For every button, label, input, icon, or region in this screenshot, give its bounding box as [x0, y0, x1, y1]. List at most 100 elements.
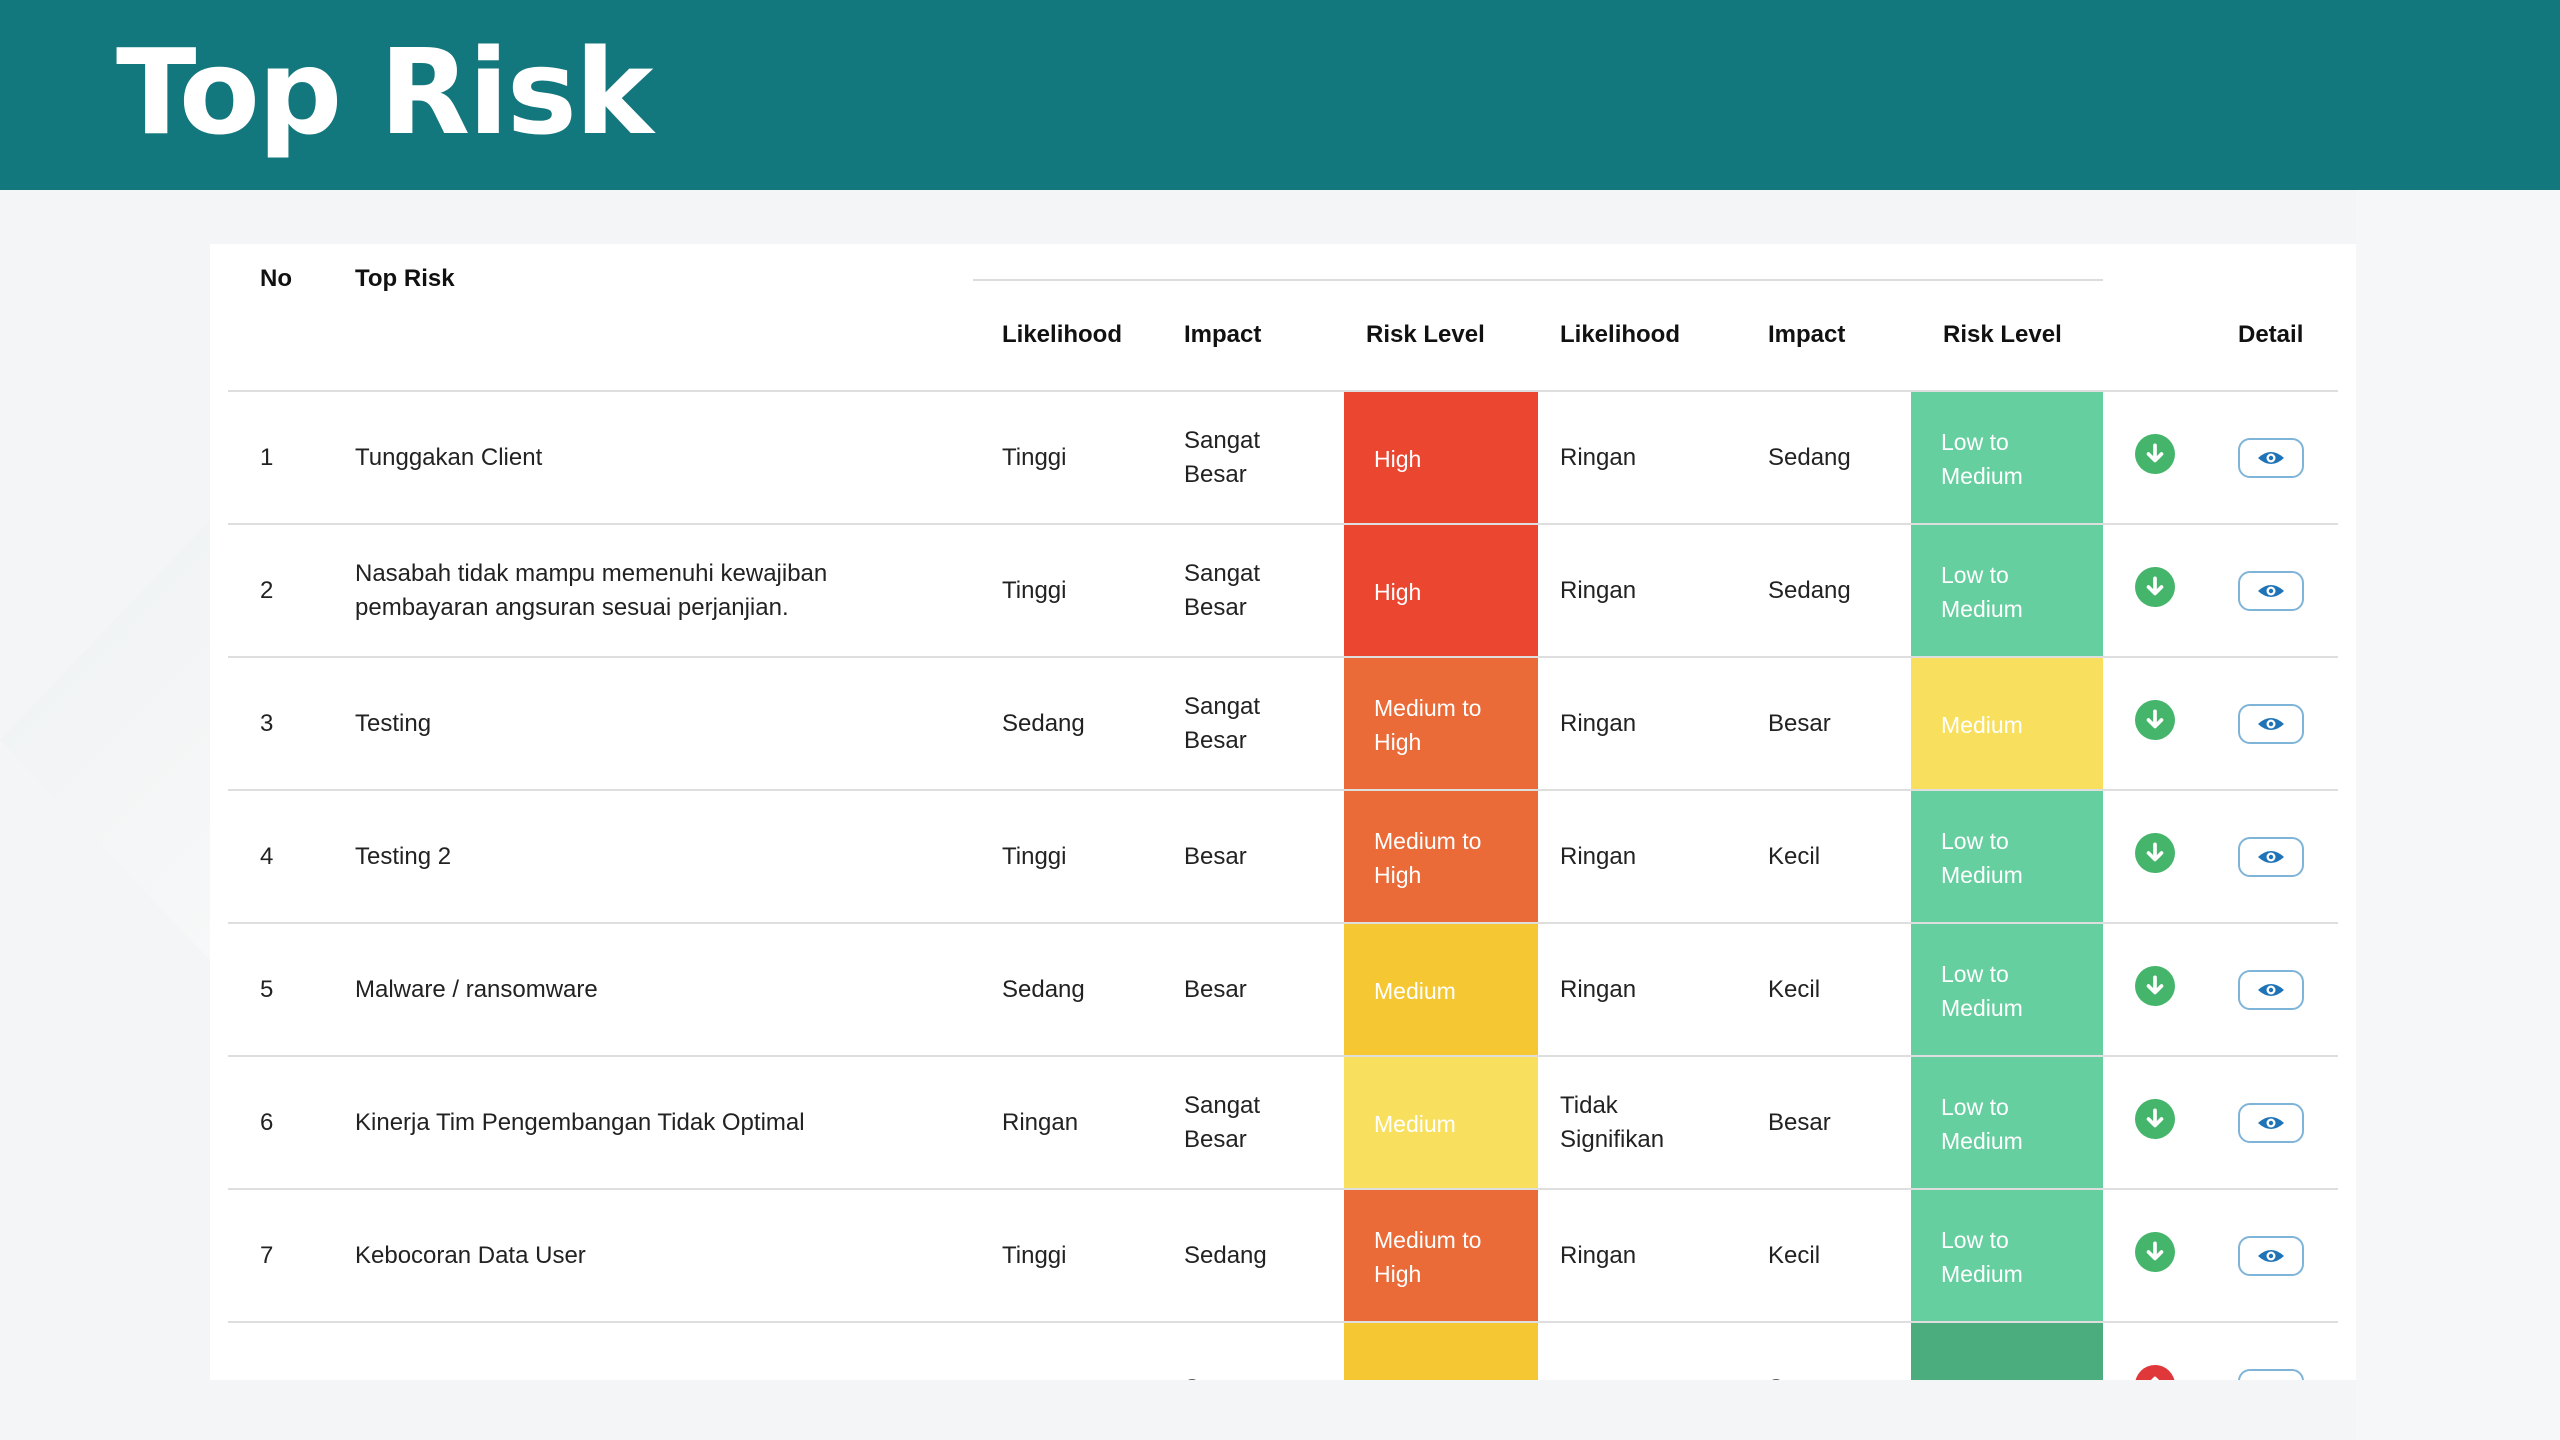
table-row: 1 Tunggakan Client Tinggi Sangat Besar High R… [228, 390, 2338, 525]
page-header: Top Risk [0, 0, 2560, 190]
eye-icon [2256, 581, 2286, 601]
risk-name: Malware / ransomware [355, 975, 598, 1003]
header-group-divider [973, 279, 2103, 281]
row-number [260, 1323, 320, 1380]
likelihood-inherent: Tinggi [1002, 576, 1067, 604]
risk-level-inherent [1344, 1323, 1538, 1380]
table-row: 2 Nasabah tidak mampu memenuhi kewajiban … [228, 523, 2338, 658]
likelihood-inherent: Tinggi [1002, 842, 1067, 870]
likelihood-inherent: Sedang [1002, 709, 1085, 737]
risk-name: Testing 2 [355, 842, 452, 870]
eye-icon [2256, 1379, 2286, 1380]
likelihood-inherent [1002, 1323, 1162, 1380]
impact-residual: Kecil [1768, 1241, 1821, 1269]
header-risk-level-residual: Risk Level [1943, 321, 2062, 348]
risk-level-residual [1911, 1323, 2103, 1380]
table-row: Sangat Sangat [228, 1321, 2338, 1380]
impact-residual: Sangat [1768, 1323, 1918, 1381]
detail-eye-button[interactable] [2238, 704, 2304, 744]
likelihood-inherent: Sedang [1002, 975, 1085, 1003]
impact-inherent: Sangat Besar [1184, 1091, 1261, 1153]
detail-eye-button[interactable] [2238, 1369, 2304, 1380]
likelihood-residual [1560, 1323, 1740, 1380]
detail-eye-button[interactable] [2238, 1103, 2304, 1143]
row-number: 6 [260, 1108, 274, 1136]
background-shape [2356, 190, 2560, 1440]
likelihood-residual: Ringan [1560, 1241, 1637, 1269]
header-impact-residual: Impact [1768, 321, 1846, 348]
background-shape [0, 520, 210, 960]
table-row: 7 Kebocoran Data User Tinggi Sedang Medium t… [228, 1188, 2338, 1323]
impact-inherent: Besar [1184, 842, 1247, 870]
impact-inherent: Sedang [1184, 1241, 1267, 1269]
table-row: 5 Malware / ransomware Sedang Besar Medium Ri… [228, 922, 2338, 1057]
risk-level-residual: Low to Medium [1911, 1057, 2103, 1190]
row-number: 2 [260, 576, 274, 604]
risk-name: Kebocoran Data User [355, 1241, 586, 1269]
risk-level-residual: Low to Medium [1911, 525, 2103, 658]
impact-residual: Kecil [1768, 975, 1821, 1003]
eye-icon [2256, 448, 2286, 468]
risk-level-residual: Low to Medium [1911, 1190, 2103, 1323]
risk-name: Nasabah tidak mampu memenuhi kewajiban p… [355, 559, 828, 621]
down-arrow-icon [2135, 1099, 2175, 1139]
risk-level-residual: Low to Medium [1911, 924, 2103, 1057]
eye-icon [2256, 847, 2286, 867]
header-top-risk: Top Risk [355, 265, 455, 292]
detail-eye-button[interactable] [2238, 970, 2304, 1010]
detail-eye-button[interactable] [2238, 1236, 2304, 1276]
likelihood-residual: Ringan [1560, 709, 1637, 737]
likelihood-residual: Ringan [1560, 576, 1637, 604]
impact-inherent: Sangat [1184, 1323, 1334, 1381]
risk-level-inherent: High [1344, 525, 1538, 658]
row-number: 7 [260, 1241, 274, 1269]
eye-icon [2256, 980, 2286, 1000]
row-number: 4 [260, 842, 274, 870]
likelihood-inherent: Tinggi [1002, 1241, 1067, 1269]
eye-icon [2256, 1246, 2286, 1266]
risk-name: Testing [355, 709, 432, 737]
likelihood-residual: Ringan [1560, 842, 1637, 870]
row-number: 1 [260, 443, 274, 471]
header-likelihood-residual: Likelihood [1560, 321, 1680, 348]
down-arrow-icon [2135, 833, 2175, 873]
header-detail: Detail [2238, 321, 2304, 348]
likelihood-residual: Tidak Signifikan [1560, 1091, 1665, 1153]
risk-level-residual: Low to Medium [1911, 392, 2103, 525]
impact-inherent: Besar [1184, 975, 1247, 1003]
impact-residual: Sedang [1768, 443, 1851, 471]
header-risk-level-inherent: Risk Level [1366, 321, 1485, 348]
eye-icon [2256, 1113, 2286, 1133]
risk-level-residual: Medium [1911, 658, 2103, 791]
header-likelihood-inherent: Likelihood [1002, 321, 1122, 348]
risk-name [355, 1323, 975, 1380]
risk-level-inherent: Medium to High [1344, 658, 1538, 791]
impact-inherent: Sangat Besar [1184, 426, 1261, 488]
risk-level-inherent: High [1344, 392, 1538, 525]
impact-residual: Besar [1768, 709, 1831, 737]
table-row: 4 Testing 2 Tinggi Besar Medium to High Ringa… [228, 789, 2338, 924]
detail-eye-button[interactable] [2238, 571, 2304, 611]
row-number: 3 [260, 709, 274, 737]
risk-name: Kinerja Tim Pengembangan Tidak Optimal [355, 1108, 805, 1136]
down-arrow-icon [2135, 567, 2175, 607]
up-arrow-icon [2135, 1365, 2175, 1380]
impact-inherent: Sangat Besar [1184, 559, 1261, 621]
table-row: 3 Testing Sedang Sangat Besar Medium to High… [228, 656, 2338, 791]
impact-residual: Sedang [1768, 576, 1851, 604]
down-arrow-icon [2135, 700, 2175, 740]
likelihood-inherent: Ringan [1002, 1108, 1079, 1136]
likelihood-inherent: Tinggi [1002, 443, 1067, 471]
detail-eye-button[interactable] [2238, 438, 2304, 478]
likelihood-residual: Ringan [1560, 975, 1637, 1003]
eye-icon [2256, 714, 2286, 734]
table-row: 6 Kinerja Tim Pengembangan Tidak Optimal R… [228, 1055, 2338, 1190]
detail-eye-button[interactable] [2238, 837, 2304, 877]
row-number: 5 [260, 975, 274, 1003]
risk-level-inherent: Medium to High [1344, 1190, 1538, 1323]
down-arrow-icon [2135, 1232, 2175, 1272]
top-risk-table: No Top Risk Likelihood Impact Risk Level… [210, 244, 2356, 1380]
risk-level-inherent: Medium to High [1344, 791, 1538, 924]
risk-level-inherent: Medium [1344, 1057, 1538, 1190]
risk-name: Tunggakan Client [355, 443, 543, 471]
